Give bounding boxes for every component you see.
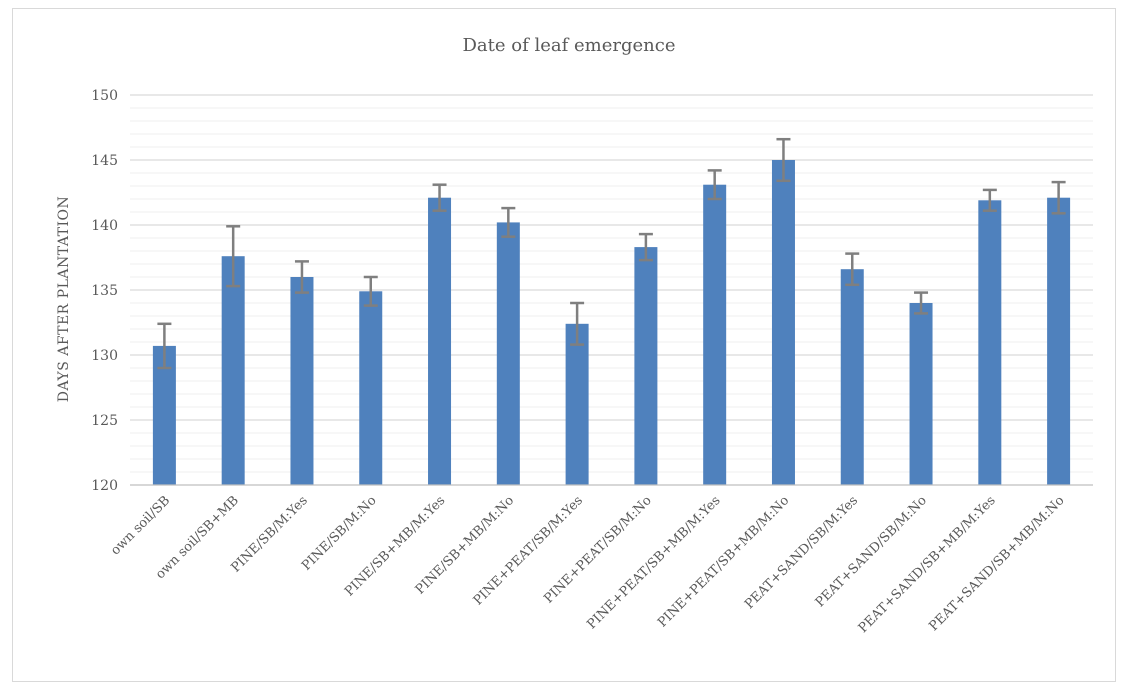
error-bar <box>776 137 791 183</box>
error-bar <box>226 225 241 288</box>
chart-frame: Date of leaf emergence 120 125 130 135 140 14… <box>12 8 1116 682</box>
bar <box>152 345 176 485</box>
bar <box>840 269 864 485</box>
error-bar <box>157 322 172 370</box>
bar <box>1047 197 1071 485</box>
bar <box>909 303 933 485</box>
error-bar <box>914 291 929 315</box>
y-tick-label: 150 <box>91 88 118 104</box>
y-axis-title: DAYS AFTER PLANTATION <box>56 196 72 403</box>
error-bar <box>432 183 447 212</box>
bar <box>565 323 589 485</box>
y-tick-label: 130 <box>91 348 118 364</box>
y-tick-label: 125 <box>91 413 118 429</box>
bar <box>978 200 1002 486</box>
bar <box>221 256 245 485</box>
y-tick-label: 120 <box>91 478 118 494</box>
category-label: PEAT+SAND/SB+MB/M:Yes <box>856 493 999 636</box>
bar <box>428 197 452 485</box>
error-bar <box>363 275 378 307</box>
y-tick-label: 140 <box>91 218 118 234</box>
bar-chart: Date of leaf emergence 120 125 130 135 140 14… <box>56 35 1093 636</box>
chart-title: Date of leaf emergence <box>463 35 676 56</box>
category-label: PEAT+SAND/SB+MB/M:No <box>926 493 1067 634</box>
category-label: PINE+PEAT/SB+MB/M:Yes <box>584 493 723 632</box>
category-label: PEAT+SAND/SB/M:Yes <box>742 493 861 612</box>
category-label: own soil/SB <box>108 493 173 558</box>
category-label: PINE+PEAT/SB+MB/M:No <box>655 493 792 630</box>
error-bar <box>638 232 653 262</box>
bar <box>290 277 314 485</box>
error-bar <box>845 252 860 287</box>
bars <box>152 160 1071 486</box>
bar <box>634 247 658 485</box>
error-bar <box>570 301 585 346</box>
error-bar <box>982 188 997 212</box>
gridlines <box>130 94 1093 473</box>
error-bar <box>294 260 309 294</box>
bar <box>771 160 795 485</box>
error-bar <box>707 169 722 201</box>
bar <box>359 291 383 485</box>
bar <box>496 222 520 485</box>
y-tick-label: 145 <box>91 153 118 169</box>
category-label: PEAT+SAND/SB/M:No <box>813 493 930 610</box>
error-bar <box>1051 180 1066 215</box>
y-tick-label: 135 <box>91 283 118 299</box>
y-axis-ticks: 120 125 130 135 140 145 150 <box>91 88 118 494</box>
error-bars <box>157 137 1066 370</box>
category-label: PINE/SB/M:No <box>299 493 380 574</box>
bar <box>703 184 727 485</box>
error-bar <box>501 206 516 238</box>
